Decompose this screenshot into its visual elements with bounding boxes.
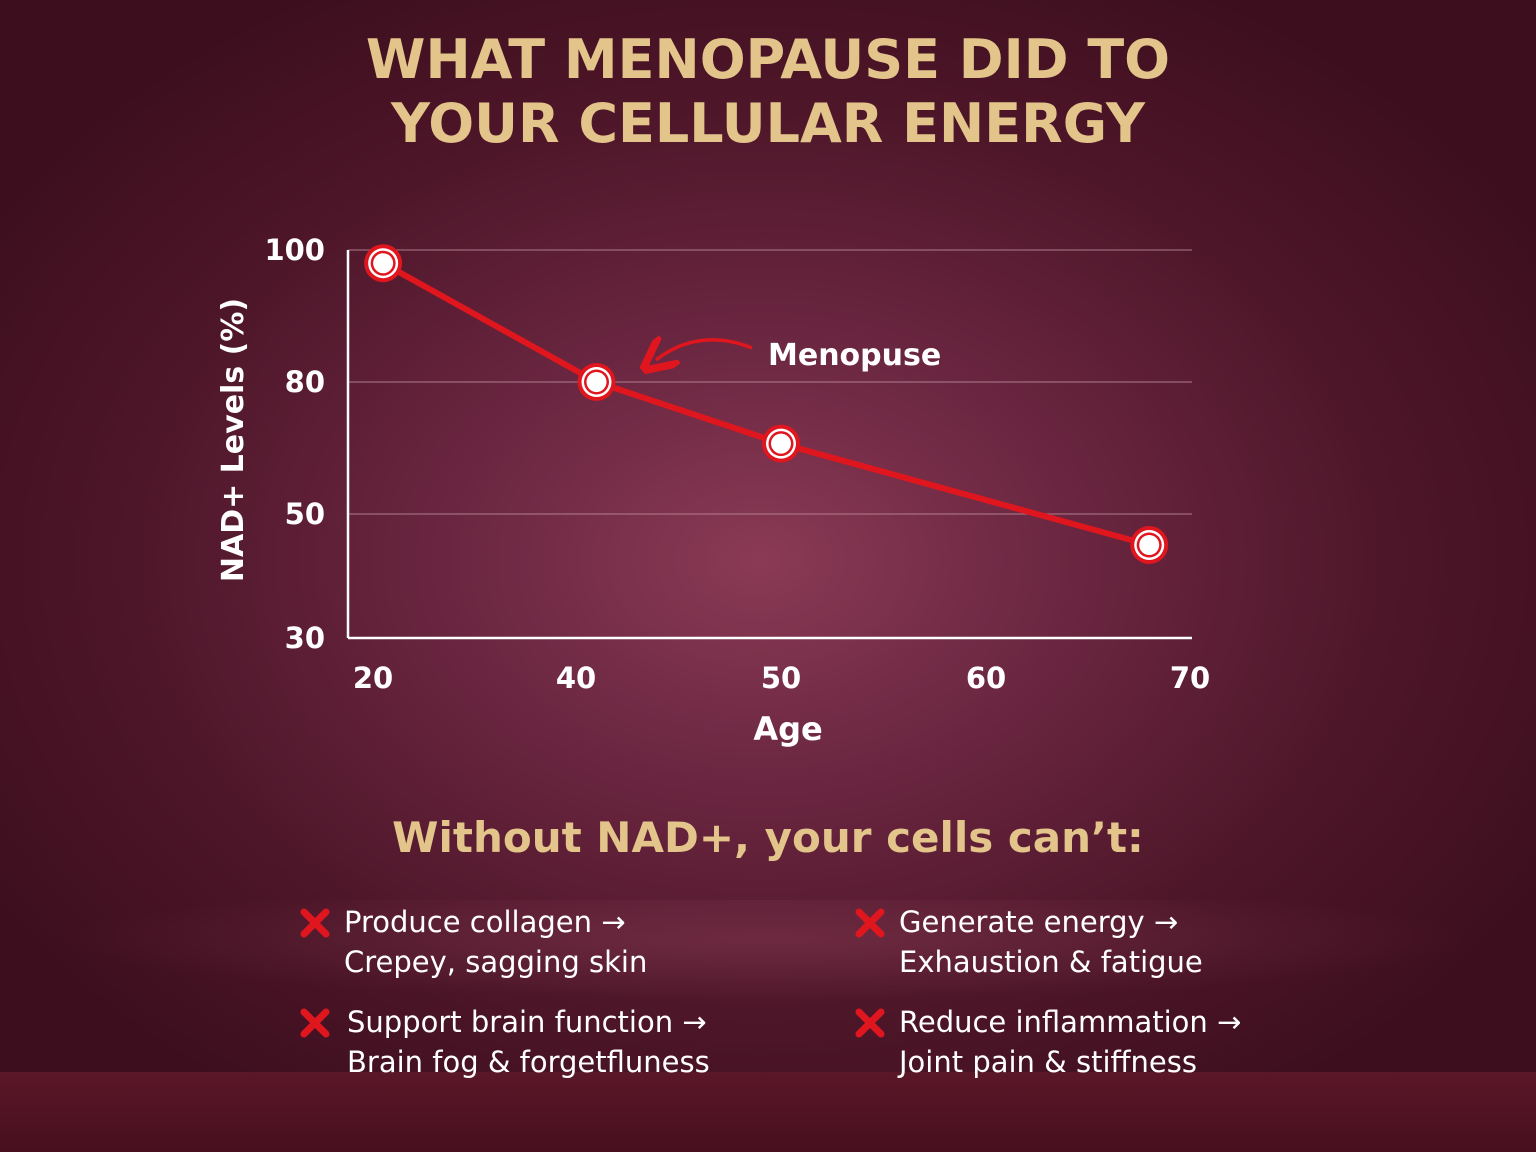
y-tick-label: 80 — [285, 365, 325, 399]
floor-glow — [0, 900, 1536, 1072]
list-item: Generate energy → Exhaustion & fatigue — [853, 902, 1203, 982]
x-mark-icon — [855, 1008, 885, 1038]
data-point — [1130, 526, 1169, 564]
item-line-2: Brain fog & forgetfluness — [347, 1045, 710, 1079]
data-point-center — [771, 433, 791, 454]
floor-band — [0, 1072, 1536, 1152]
data-point-center — [373, 253, 394, 274]
x-tick-label: 50 — [761, 661, 801, 695]
data-point — [762, 424, 800, 463]
y-tick-label: 100 — [264, 233, 325, 267]
data-point — [364, 244, 403, 283]
annotation-label: Menopuse — [768, 338, 941, 373]
item-line-2: Joint pain & stiffness — [899, 1045, 1197, 1079]
x-mark-icon — [300, 1008, 330, 1038]
x-tick-label: 20 — [353, 661, 393, 695]
list-item: Produce collagen → Crepey, sagging skin — [298, 902, 647, 982]
data-points — [364, 244, 1169, 564]
item-line-2: Exhaustion & fatigue — [899, 945, 1203, 979]
x-mark-icon — [300, 908, 330, 938]
title-line-1: WHAT MENOPAUSE DID TO — [365, 28, 1171, 91]
y-tick-labels: 100 80 50 30 — [264, 233, 325, 655]
list-item: Reduce inflammation → Joint pain & stiffn… — [853, 1002, 1241, 1082]
section-subheading: Without NAD+, your cells can’t: — [392, 813, 1144, 862]
item-line-1: Reduce inflammation → — [899, 1005, 1242, 1039]
item-line-1: Support brain function → — [347, 1005, 707, 1039]
x-mark-icon — [855, 908, 885, 938]
y-tick-label: 50 — [285, 497, 325, 531]
page-title: WHAT MENOPAUSE DID TO YOUR CELLULAR ENER… — [0, 28, 1536, 156]
annotation-arrow — [656, 340, 753, 360]
x-tick-label: 60 — [966, 661, 1006, 695]
data-point-center — [1139, 535, 1160, 555]
item-line-2: Crepey, sagging skin — [344, 945, 648, 979]
series-line — [381, 260, 1150, 548]
list-item: Support brain function → Brain fog & forg… — [298, 1002, 710, 1082]
item-line-1: Generate energy → — [899, 905, 1179, 939]
y-tick-label: 30 — [285, 621, 325, 655]
title-line-2: YOUR CELLULAR ENERGY — [391, 92, 1145, 155]
x-tick-label: 40 — [556, 661, 596, 695]
y-axis-label: NAD+ Levels (%) — [216, 298, 251, 582]
data-point-center — [586, 372, 607, 392]
x-axis-label: Age — [753, 710, 822, 748]
nad-chart: 100 80 50 30 20 40 50 60 70 NAD+ Levels (%) Age… — [216, 233, 1210, 748]
x-tick-label: 70 — [1170, 661, 1210, 695]
item-line-1: Produce collagen → — [344, 905, 626, 939]
grid-lines — [348, 249, 1192, 515]
x-tick-labels: 20 40 50 60 70 — [353, 661, 1210, 695]
data-point — [577, 363, 616, 401]
